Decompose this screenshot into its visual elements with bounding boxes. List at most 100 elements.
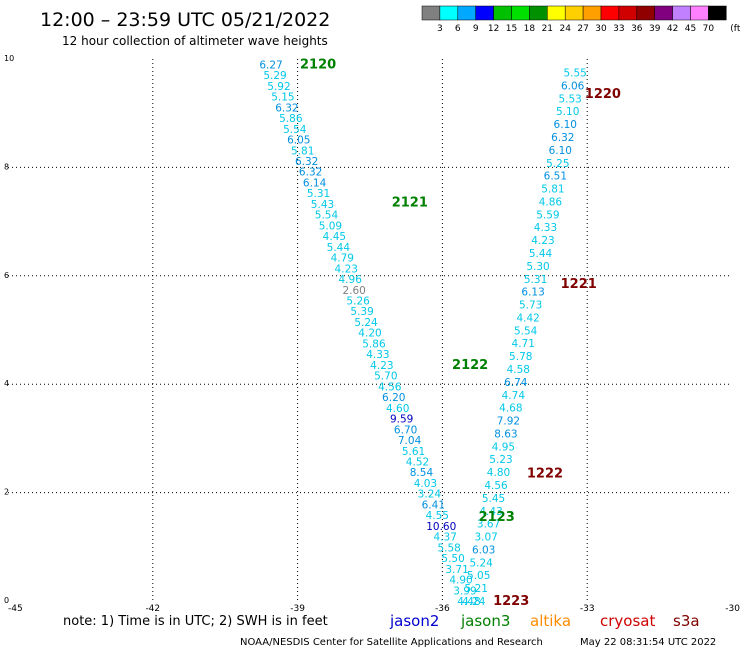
timestamp: May 22 08:31:54 UTC 2022 <box>580 637 716 648</box>
colorbar-swatch <box>493 5 512 21</box>
wave-height-label: 6.14 <box>303 177 327 189</box>
pass-label: 1223 <box>493 594 529 609</box>
satellite-legend-item: jason3 <box>460 612 510 630</box>
wave-height-label: 6.32 <box>295 156 318 168</box>
wave-height-label: 5.24 <box>469 557 493 569</box>
wave-height-label: 5.44 <box>529 248 553 260</box>
wave-height-label: 9.59 <box>390 414 413 426</box>
wave-height-label: 7.92 <box>497 416 520 428</box>
wave-height-label: 4.03 <box>414 478 437 490</box>
wave-height-label: 5.78 <box>509 351 532 363</box>
colorbar-swatch <box>529 5 548 21</box>
wave-height-label: 3.07 <box>474 532 497 544</box>
plot-grid <box>8 59 732 601</box>
wave-height-label: 6.51 <box>544 171 567 183</box>
wave-height-label: 6.70 <box>394 424 417 436</box>
colorbar-swatch <box>672 5 691 21</box>
x-tick-label: -33 <box>580 604 595 614</box>
wave-height-label: 5.31 <box>524 274 547 286</box>
x-tick-label: -30 <box>725 604 740 614</box>
wave-height-label: 6.41 <box>422 499 445 511</box>
wave-height-label: 6.20 <box>382 392 405 404</box>
y-tick-label: 2 <box>4 488 9 497</box>
credit-line: NOAA/NESDIS Center for Satellite Applica… <box>240 637 543 648</box>
x-tick-label: -45 <box>8 604 23 614</box>
chart-subtitle: 12 hour collection of altimeter wave hei… <box>62 34 328 48</box>
wave-height-label: 8.63 <box>494 428 517 440</box>
colorbar-swatch <box>421 5 441 21</box>
footnote: note: 1) Time is in UTC; 2) SWH is in fe… <box>63 614 328 629</box>
pass-label: 1222 <box>527 467 563 482</box>
colorbar-label: 33 <box>613 24 624 34</box>
wave-height-label: 6.13 <box>521 287 544 299</box>
wave-height-label: 5.59 <box>536 209 559 221</box>
axis-ticks: -45 -42 -39 -36 -33 -30 0 2 4 6 8 10 <box>4 54 740 614</box>
wave-height-label: 6.74 <box>504 377 528 389</box>
wave-height-label: 6.05 <box>287 135 310 147</box>
wave-height-label: 4.24 <box>462 596 486 608</box>
wave-height-label: 4.43 <box>479 506 502 518</box>
wave-height-label: 4.68 <box>499 403 522 415</box>
wave-height-label: 5.70 <box>374 371 397 383</box>
wave-height-label: 5.81 <box>541 184 564 196</box>
wave-height-label: 8.54 <box>410 467 434 479</box>
pass-labels: 2120 2121 2122 2123 1220 1221 1222 1223 <box>300 57 621 609</box>
colorbar-swatch <box>475 5 494 21</box>
wave-height-label: 5.24 <box>354 317 378 329</box>
wave-height-label: 5.54 <box>315 210 339 222</box>
wave-height-label: 5.86 <box>279 113 303 125</box>
wave-height-label: 4.58 <box>507 364 530 376</box>
colorbar-label: 21 <box>542 24 553 34</box>
wave-height-label: 4.71 <box>512 338 535 350</box>
wave-height-label: 5.29 <box>263 70 286 82</box>
wave-height-label: 4.90 <box>449 575 472 587</box>
wave-height-label: 5.10 <box>556 106 579 118</box>
wave-height-label: 5.43 <box>311 199 334 211</box>
wave-height-label: 4.48 <box>457 596 480 608</box>
wave-height-label: 5.30 <box>526 261 549 273</box>
x-tick-label: -42 <box>145 604 160 614</box>
wave-height-label: 6.32 <box>551 132 574 144</box>
wave-height-label: 4.23 <box>531 235 554 247</box>
wave-height-label: 5.23 <box>489 454 512 466</box>
colorbar-swatch <box>600 5 620 21</box>
colorbar-label: 42 <box>667 24 678 34</box>
wave-height-label: 4.45 <box>323 231 346 243</box>
pass-label: 2122 <box>452 358 488 373</box>
wave-height-points: 6.275.295.925.156.325.865.546.055.816.32… <box>259 59 586 608</box>
wave-height-label: 5.55 <box>563 68 586 80</box>
wave-height-label: 4.42 <box>516 312 539 324</box>
x-tick-label: -36 <box>435 604 450 614</box>
wave-height-label: 6.10 <box>549 145 572 157</box>
colorbar-label: 12 <box>488 24 499 34</box>
colorbar-label: 9 <box>473 24 479 34</box>
wave-height-label: 6.32 <box>299 167 322 179</box>
wave-height-label: 3.67 <box>477 519 500 531</box>
colorbar-label: 24 <box>559 24 571 34</box>
wave-height-label: 5.09 <box>319 220 342 232</box>
wave-height-label: 4.56 <box>484 480 508 492</box>
wave-height-label: 5.53 <box>558 93 581 105</box>
wave-height-label: 6.32 <box>275 102 298 114</box>
wave-height-label: 5.54 <box>283 124 307 136</box>
y-tick-label: 8 <box>4 162 9 171</box>
wave-height-label: 10.60 <box>426 521 456 533</box>
wave-height-label: 3.24 <box>418 489 442 501</box>
wave-height-label: 4.52 <box>406 456 429 468</box>
colorbar-swatch <box>690 5 709 21</box>
wave-height-label: 4.37 <box>434 532 457 544</box>
colorbar-swatch <box>439 5 459 21</box>
colorbar-unit: (ft) <box>730 24 740 34</box>
colorbar-swatch <box>547 5 566 21</box>
colorbar-label: 30 <box>595 24 607 34</box>
colorbar-label: 45 <box>685 24 696 34</box>
wave-height-label: 5.73 <box>519 300 542 312</box>
wave-height-label: 4.79 <box>331 253 354 265</box>
wave-height-label: 4.23 <box>370 360 393 372</box>
wave-height-label: 7.04 <box>398 435 422 447</box>
wave-height-label: 5.86 <box>362 338 386 350</box>
colorbar-label: 18 <box>524 24 536 34</box>
wave-height-label: 5.15 <box>271 92 294 104</box>
